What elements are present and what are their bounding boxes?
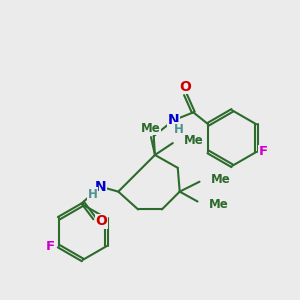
Text: O: O bbox=[95, 214, 107, 228]
Text: N: N bbox=[95, 180, 106, 194]
Text: F: F bbox=[46, 240, 55, 253]
Text: F: F bbox=[259, 146, 268, 158]
Text: H: H bbox=[173, 123, 183, 136]
Text: N: N bbox=[168, 113, 179, 127]
Text: Me: Me bbox=[141, 122, 161, 135]
Text: Me: Me bbox=[210, 173, 230, 186]
Text: Me: Me bbox=[208, 198, 228, 211]
Text: H: H bbox=[88, 188, 98, 201]
Text: Me: Me bbox=[184, 134, 203, 147]
Text: O: O bbox=[179, 80, 191, 94]
